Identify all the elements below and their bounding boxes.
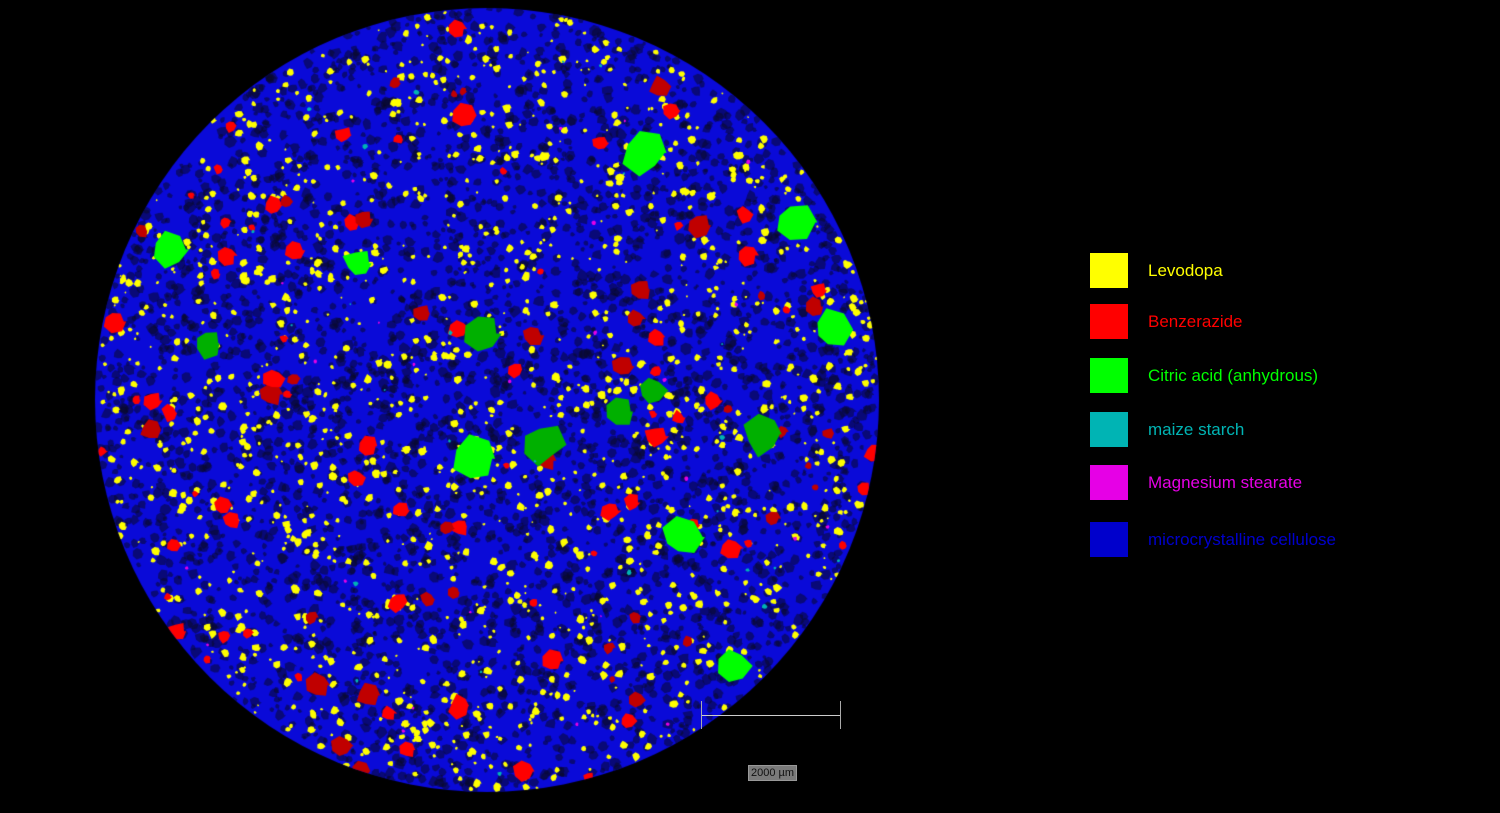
legend-swatch bbox=[1090, 412, 1128, 447]
legend-swatch bbox=[1090, 304, 1128, 339]
legend-item-maize-starch: maize starch bbox=[1090, 412, 1244, 447]
scale-bar-line bbox=[701, 715, 841, 716]
scale-bar-label: 2000 µm bbox=[748, 765, 798, 781]
scale-bar-tick bbox=[701, 701, 702, 729]
legend-label: Benzerazide bbox=[1148, 311, 1243, 331]
legend-swatch bbox=[1090, 522, 1128, 557]
legend-swatch bbox=[1090, 358, 1128, 393]
legend-label: microcrystalline cellulose bbox=[1148, 529, 1337, 549]
legend-item-levodopa: Levodopa bbox=[1090, 253, 1223, 288]
legend-label: Magnesium stearate bbox=[1148, 472, 1303, 492]
legend-label: maize starch bbox=[1148, 419, 1245, 439]
legend-swatch bbox=[1090, 465, 1128, 500]
legend-item-benzerazide: Benzerazide bbox=[1090, 304, 1243, 339]
legend-item-citric-acid: Citric acid (anhydrous) bbox=[1090, 358, 1318, 393]
legend-label: Citric acid (anhydrous) bbox=[1148, 365, 1319, 385]
scale-bar bbox=[701, 701, 841, 729]
legend-swatch bbox=[1090, 253, 1128, 288]
legend-label: Levodopa bbox=[1148, 260, 1223, 280]
legend-item-microcrystalline-cellulose: microcrystalline cellulose bbox=[1090, 522, 1336, 557]
scale-bar-tick bbox=[840, 701, 841, 729]
legend-item-magnesium-stearate: Magnesium stearate bbox=[1090, 465, 1302, 500]
